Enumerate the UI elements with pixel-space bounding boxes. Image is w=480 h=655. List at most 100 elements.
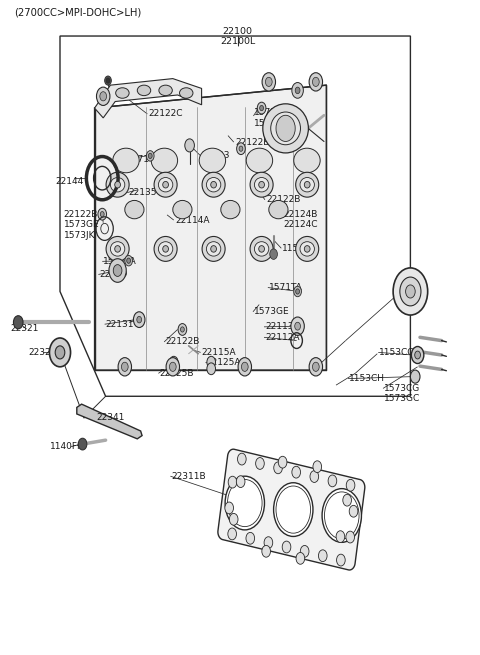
Text: 22129: 22129 [100, 270, 128, 279]
Circle shape [278, 457, 287, 468]
Text: 22124C: 22124C [283, 220, 318, 229]
Circle shape [118, 358, 132, 376]
Circle shape [127, 258, 131, 263]
Circle shape [318, 550, 327, 561]
Text: 22115A: 22115A [202, 348, 236, 357]
Circle shape [276, 115, 295, 141]
Circle shape [228, 476, 237, 488]
Text: 22122B: 22122B [266, 195, 301, 204]
Ellipse shape [271, 112, 300, 145]
Circle shape [109, 259, 126, 282]
Circle shape [410, 370, 420, 383]
Ellipse shape [300, 242, 314, 256]
Ellipse shape [254, 242, 269, 256]
Ellipse shape [259, 181, 264, 188]
Circle shape [309, 73, 323, 91]
Circle shape [241, 362, 248, 371]
Circle shape [229, 514, 238, 525]
Text: 1573BG: 1573BG [254, 108, 290, 117]
Ellipse shape [254, 178, 269, 192]
Circle shape [312, 77, 319, 86]
Circle shape [239, 146, 243, 151]
Circle shape [262, 546, 271, 557]
Circle shape [393, 268, 428, 315]
Circle shape [207, 356, 216, 368]
Ellipse shape [304, 181, 310, 188]
Text: 22341: 22341 [96, 413, 124, 422]
Ellipse shape [246, 148, 273, 173]
Ellipse shape [115, 246, 120, 252]
Circle shape [282, 541, 291, 553]
Circle shape [300, 546, 309, 557]
Text: 22133: 22133 [202, 151, 230, 160]
Circle shape [313, 461, 322, 473]
Circle shape [295, 322, 300, 330]
Circle shape [349, 506, 358, 517]
Text: 22311B: 22311B [172, 472, 206, 481]
Polygon shape [95, 79, 202, 118]
Circle shape [256, 458, 264, 470]
Ellipse shape [115, 181, 120, 188]
Circle shape [228, 528, 237, 540]
Circle shape [78, 438, 87, 450]
Ellipse shape [180, 88, 193, 98]
Text: 1571TA: 1571TA [103, 257, 137, 266]
Ellipse shape [202, 236, 225, 261]
Ellipse shape [154, 236, 177, 261]
Text: 22122B: 22122B [166, 337, 200, 346]
Text: 1573GB: 1573GB [254, 119, 290, 128]
Circle shape [169, 362, 176, 371]
Text: 1573JK: 1573JK [64, 231, 96, 240]
Text: 22122C: 22122C [149, 109, 183, 119]
Circle shape [406, 285, 415, 298]
Circle shape [265, 77, 272, 86]
Text: 22131: 22131 [106, 320, 134, 329]
Circle shape [262, 73, 276, 91]
Polygon shape [95, 85, 326, 370]
Ellipse shape [110, 242, 125, 256]
Circle shape [415, 351, 420, 359]
Circle shape [237, 143, 245, 155]
Circle shape [133, 312, 145, 328]
Text: 22144: 22144 [55, 177, 84, 186]
Circle shape [336, 531, 345, 542]
Circle shape [100, 92, 107, 101]
Text: 22112A: 22112A [265, 333, 300, 342]
Text: 1571TA: 1571TA [127, 155, 161, 164]
Ellipse shape [276, 486, 311, 533]
Circle shape [100, 212, 104, 217]
Ellipse shape [296, 172, 319, 197]
Circle shape [291, 317, 304, 335]
Circle shape [225, 502, 233, 514]
Ellipse shape [158, 178, 173, 192]
Circle shape [257, 102, 266, 114]
Circle shape [106, 78, 110, 83]
Polygon shape [77, 404, 142, 439]
Ellipse shape [173, 200, 192, 219]
Circle shape [346, 531, 355, 543]
Circle shape [238, 358, 252, 376]
Ellipse shape [137, 85, 151, 96]
Text: 1153CH: 1153CH [349, 374, 385, 383]
Circle shape [411, 346, 424, 364]
Circle shape [125, 255, 132, 266]
Circle shape [148, 153, 152, 159]
Circle shape [309, 358, 323, 376]
Text: 1571TA: 1571TA [269, 283, 302, 292]
Circle shape [146, 151, 154, 161]
Ellipse shape [294, 148, 320, 173]
Circle shape [336, 554, 345, 566]
Circle shape [13, 316, 23, 329]
Circle shape [312, 362, 319, 371]
Ellipse shape [202, 172, 225, 197]
Circle shape [185, 139, 194, 152]
Ellipse shape [154, 172, 177, 197]
Ellipse shape [324, 492, 359, 539]
Circle shape [113, 265, 122, 276]
Ellipse shape [269, 200, 288, 219]
Circle shape [400, 277, 421, 306]
Ellipse shape [106, 236, 129, 261]
Circle shape [105, 76, 111, 85]
Ellipse shape [106, 172, 129, 197]
Ellipse shape [113, 148, 139, 173]
